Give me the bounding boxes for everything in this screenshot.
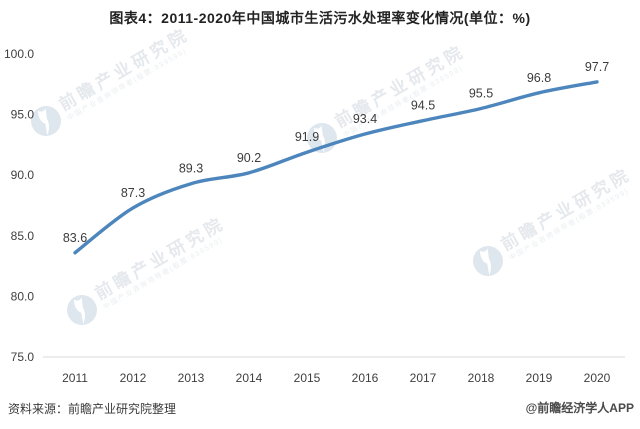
x-axis-tick-label: 2017 [410, 371, 437, 385]
data-label: 91.9 [295, 130, 319, 144]
data-label: 94.5 [411, 99, 435, 113]
data-label: 97.7 [585, 60, 609, 74]
data-label: 83.6 [63, 231, 87, 245]
x-axis-tick-label: 2018 [468, 371, 495, 385]
x-axis-tick-label: 2011 [62, 371, 88, 385]
credit-note: @前瞻经济学人APP [525, 401, 634, 415]
chart-title: 图表4：2011-2020年中国城市生活污水处理率变化情况(单位：%) [109, 10, 531, 26]
x-axis-tick-label: 2014 [236, 371, 263, 385]
y-axis-tick-label: 90.0 [11, 168, 35, 182]
x-axis-tick-label: 2016 [352, 371, 379, 385]
data-label: 90.2 [237, 151, 261, 165]
x-axis-tick-label: 2015 [294, 371, 321, 385]
x-axis-tick-label: 2012 [120, 371, 147, 385]
y-axis-tick-label: 80.0 [11, 289, 35, 303]
y-axis-tick-label: 95.0 [11, 108, 35, 122]
source-note: 资料来源：前瞻产业研究院整理 [8, 402, 177, 416]
data-label: 89.3 [179, 162, 203, 176]
x-axis-tick-label: 2020 [584, 371, 611, 385]
data-label: 93.4 [353, 112, 377, 126]
series-line [73, 80, 599, 255]
y-axis-tick-label: 75.0 [11, 350, 35, 364]
data-label: 95.5 [469, 87, 493, 101]
y-axis-tick-label: 85.0 [11, 229, 35, 243]
x-axis-tick-label: 2019 [526, 371, 553, 385]
data-label: 96.8 [527, 71, 551, 85]
data-label: 87.3 [121, 186, 145, 200]
x-axis-tick-label: 2013 [178, 371, 205, 385]
y-axis-tick-label: 100.0 [4, 47, 34, 61]
